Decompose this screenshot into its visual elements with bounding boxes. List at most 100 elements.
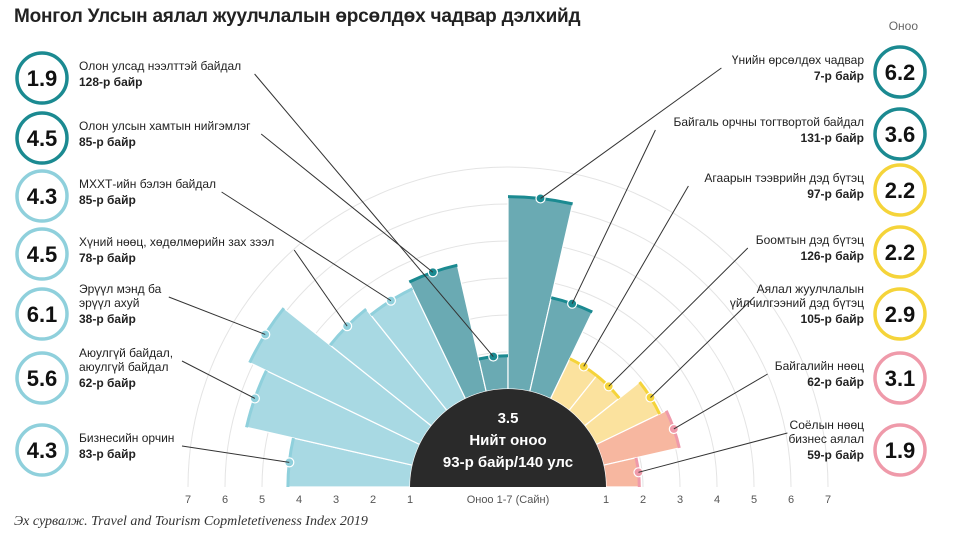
score-badge: [15, 227, 69, 281]
bar-marker: [385, 295, 396, 306]
score-badge-value: 2.2: [885, 178, 916, 203]
leader-line: [181, 445, 290, 463]
score-badge-value: 3.6: [885, 122, 916, 147]
leader-line: [650, 296, 755, 398]
category-rank: 97-р байр: [807, 187, 864, 201]
category-name: Байгалийн нөөц: [775, 359, 864, 373]
bars: [245, 195, 681, 488]
leader-line: [168, 296, 266, 335]
category-name: Боомтын дэд бүтэц: [756, 233, 864, 247]
tick-label: 5: [259, 494, 265, 506]
category-name: Олон улсын хамтын нийгэмлэг: [79, 119, 251, 133]
leader-line: [260, 133, 434, 273]
category-name: Бизнесийн орчин: [79, 431, 174, 445]
category-name: Соёлын нөөц: [790, 418, 865, 432]
score-badge-value: 3.1: [885, 366, 916, 391]
score-badge-value: 6.1: [27, 302, 58, 327]
score-badge: [873, 225, 927, 279]
center-label: Нийт оноо: [469, 432, 546, 449]
category-rank: 78-р байр: [79, 251, 136, 265]
center-rank: 93-р байр/140 улс: [443, 454, 573, 471]
category-name: Эрүүл мэнд ба: [79, 282, 162, 296]
leader-line: [254, 73, 494, 357]
center-summary: 3.5 Нийт оноо 93-р байр/140 улс: [410, 389, 606, 487]
score-badge: [873, 163, 927, 217]
category-rank: 7-р байр: [814, 69, 864, 83]
leader-line: [608, 247, 749, 387]
chart-title: Монгол Улсын аялал жуулчлалын өрсөлдөх ч…: [14, 6, 581, 27]
source-note: Эх сурвалж. Travel and Tourism Copmletet…: [14, 514, 368, 529]
score-column-header: Оноо: [888, 19, 918, 33]
score-badge: [873, 351, 927, 405]
tick-label: 7: [185, 494, 191, 506]
category-rank: 62-р байр: [79, 376, 136, 390]
category-name: аюулгүй байдал: [79, 360, 168, 374]
score-badge-value: 6.2: [885, 60, 916, 85]
score-badge: [15, 287, 69, 341]
score-badge: [15, 423, 69, 477]
score-badge-value: 4.3: [27, 184, 58, 209]
leader-line: [181, 360, 256, 399]
axis-label: Оноо 1-7 (Сайн): [467, 494, 550, 506]
category-name: бизнес аялал: [788, 432, 864, 446]
leader-line: [583, 185, 689, 367]
score-badge-value: 1.9: [27, 66, 58, 91]
tick-label: 4: [714, 494, 720, 506]
bar-marker: [567, 298, 578, 309]
leader-lines: [168, 67, 788, 473]
score-badge-value: 2.2: [885, 240, 916, 265]
tick-label: 2: [370, 494, 376, 506]
category-name: Байгаль орчны тогтвортой байдал: [673, 115, 864, 129]
center-score: 3.5: [498, 410, 519, 427]
leader-line: [673, 373, 768, 430]
score-badge: [873, 45, 927, 99]
score-badge-value: 1.9: [885, 438, 916, 463]
grid-ring: [187, 166, 829, 488]
tick-label: 1: [407, 494, 413, 506]
score-badge-value: 2.9: [885, 302, 916, 327]
category-rank: 83-р байр: [79, 447, 136, 461]
category-name: Аюулгүй байдал,: [79, 346, 173, 360]
score-badge: [873, 107, 927, 161]
category-name: Аялал жуулчлалын: [757, 282, 864, 296]
tick-label: 4: [296, 494, 302, 506]
bar-marker: [668, 423, 679, 435]
category-name: үйлчилгээний дэд бүтэц: [730, 296, 864, 310]
category-rank: 38-р байр: [79, 312, 136, 326]
center-disc: [410, 389, 606, 487]
score-badge: [873, 287, 927, 341]
category-name: МХХТ-ийн бэлэн байдал: [79, 177, 216, 191]
axis-ticks: 7 6 5 4 3 2 1 1 2 3 4 5 6 7: [185, 494, 831, 506]
score-badge: [15, 51, 69, 105]
leader-line: [293, 249, 348, 327]
category-labels: 1.9 Олон улсад нээлттэй байдал 128-р байр 4…: [15, 45, 927, 477]
score-badge: [15, 351, 69, 405]
category-rank: 62-р байр: [807, 375, 864, 389]
category-rank: 131-р байр: [801, 131, 864, 145]
category-name: эрүүл ахуй: [79, 296, 140, 310]
category-rank: 85-р байр: [79, 193, 136, 207]
category-name: Хүний нөөц, хөдөлмөрийн зах зээл: [79, 235, 274, 249]
score-badge-value: 4.5: [27, 242, 58, 267]
tick-label: 5: [751, 494, 757, 506]
score-badge: [15, 111, 69, 165]
category-rank: 126-р байр: [801, 249, 864, 263]
tick-label: 3: [333, 494, 339, 506]
tick-label: 6: [222, 494, 228, 506]
score-badge-value: 4.3: [27, 438, 58, 463]
category-rank: 105-р байр: [801, 312, 864, 326]
category-name: Агаарын тээврийн дэд бүтэц: [704, 171, 864, 185]
category-rank: 59-р байр: [807, 448, 864, 462]
tick-label: 2: [640, 494, 646, 506]
tick-label: 6: [788, 494, 794, 506]
score-badge: [873, 423, 927, 477]
leader-line: [221, 191, 392, 302]
tick-label: 1: [603, 494, 609, 506]
score-badge: [15, 169, 69, 223]
leader-line: [540, 67, 722, 199]
tick-label: 3: [677, 494, 683, 506]
category-name: Үнийн өрсөлдөх чадвар: [732, 53, 865, 67]
score-badge-value: 4.5: [27, 126, 58, 151]
category-name: Олон улсад нээлттэй байдал: [79, 59, 241, 73]
